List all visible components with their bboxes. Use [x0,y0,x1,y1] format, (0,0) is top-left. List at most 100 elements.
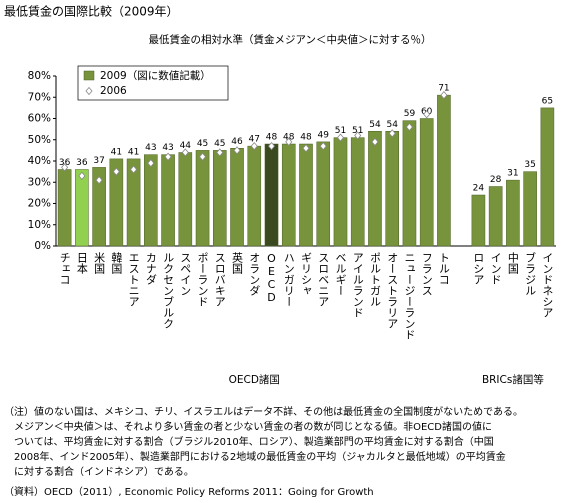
x-tick-label: ブラジル [524,251,537,296]
x-tick-label: スペイン [179,252,192,296]
bar [316,141,331,247]
legend-marker [85,86,93,96]
note-line: 2008年、インド2005年）、製造業部門における2地域の最低賃金の平均（ジャカ… [4,450,506,463]
x-tick-label: ハンガリー [282,252,295,307]
value-label: 43 [162,143,173,153]
bar [471,194,486,247]
value-label: 28 [490,175,502,185]
y-tick-label: 60% [28,113,51,125]
value-label: 36 [59,158,71,168]
marker-2006 [423,110,431,119]
x-tick-label: 英国 [231,251,244,275]
y-tick-label: 40% [28,155,51,167]
x-tick-label: ギリシャ [300,252,313,296]
legend-box [77,65,229,101]
marker-2006 [319,142,327,151]
marker-2006 [112,167,120,176]
bar [195,150,210,247]
legend-label: 2009（図に数値記載） [100,69,211,82]
bar [402,120,417,247]
value-label: 48 [300,133,312,143]
value-label: 47 [249,135,260,145]
bar [333,137,348,247]
bar [385,131,400,247]
note-line: （資料）OECD（2011）, Economic Policy Reforms … [4,485,374,498]
bar [247,145,262,247]
x-tick-label: ベルギー [334,252,347,296]
x-tick-label: OECD [265,252,278,304]
note-line: メジアン＜中央値＞は、それより多い賃金の者と少ない賃金の者の数が同じとなる値。非… [4,420,492,433]
marker-2006 [388,129,396,138]
value-label: 54 [386,120,398,130]
marker-2006 [405,122,413,132]
marker-2006 [164,152,172,161]
bar [212,150,227,247]
bar [57,169,72,247]
bar [264,143,279,247]
value-label: 54 [369,120,381,130]
value-label: 71 [438,84,449,94]
bar [437,94,451,247]
note-line: に対する割合（インドネシア）である。 [4,465,194,478]
x-tick-label: フランス [420,252,433,296]
chart-title: 最低賃金の国際比較（2009年） [4,4,179,19]
x-tick-label: エストニア [127,252,140,307]
marker-2006 [267,142,276,151]
marker-2006 [199,152,207,161]
x-tick-label: スロベニア [317,252,330,307]
value-label: 46 [231,137,243,147]
bar [178,152,193,247]
x-tick-label: チェコ [58,252,71,285]
bar [350,137,365,247]
marker-2006 [371,137,379,146]
y-tick-label: 10% [28,219,51,231]
x-tick-label: ポーランド [196,252,209,307]
bar [506,179,520,247]
value-label: 45 [197,139,208,149]
y-tick-label: 70% [28,91,51,103]
legend-label: 2006 [100,85,127,97]
chart-subtitle: 最低賃金の相対水準（賃金メジアン＜中央値＞に対する％） [148,33,431,46]
marker-2006 [233,146,241,155]
marker-2006 [354,131,362,140]
x-tick-label: インドネシア [541,252,554,318]
bar [92,167,106,247]
x-tick-label: ロシア [472,252,485,285]
bar [75,169,89,247]
x-tick-label: インド [489,252,502,285]
value-label: 35 [524,160,535,170]
bar [488,186,503,247]
value-label: 36 [76,158,88,168]
marker-2006 [78,171,86,180]
x-tick-label: 日本 [75,252,88,275]
marker-2006 [336,133,345,142]
marker-2006 [61,163,69,172]
x-tick-label: スロバキア [213,252,226,307]
value-label: 49 [318,130,330,140]
marker-2006 [250,142,258,151]
marker-2006 [181,148,189,157]
legend-swatch [83,70,95,81]
x-tick-label: 米国 [93,252,106,275]
x-tick-label: ポルトガル [368,252,381,307]
bar [126,158,141,247]
value-label: 59 [404,109,416,119]
bar [144,154,158,247]
value-label: 24 [473,184,485,194]
marker-2006 [440,91,448,100]
note-line: ついては、平均賃金に対する割合（ブラジル2010年、ロシア）、製造業部門の平均賃… [4,435,494,448]
value-label: 44 [180,141,192,151]
x-tick-label: カナダ [144,252,157,285]
value-label: 45 [214,139,225,149]
value-label: 48 [266,133,278,143]
bar [299,143,313,247]
value-label: 41 [128,147,139,157]
marker-2006 [302,144,310,153]
value-label: 51 [352,126,363,136]
x-tick-label: ルクセンブルク [162,252,175,329]
x-tick-label: オーストラリア [386,252,399,329]
value-label: 65 [542,96,553,106]
y-tick-label: 80% [28,70,51,82]
